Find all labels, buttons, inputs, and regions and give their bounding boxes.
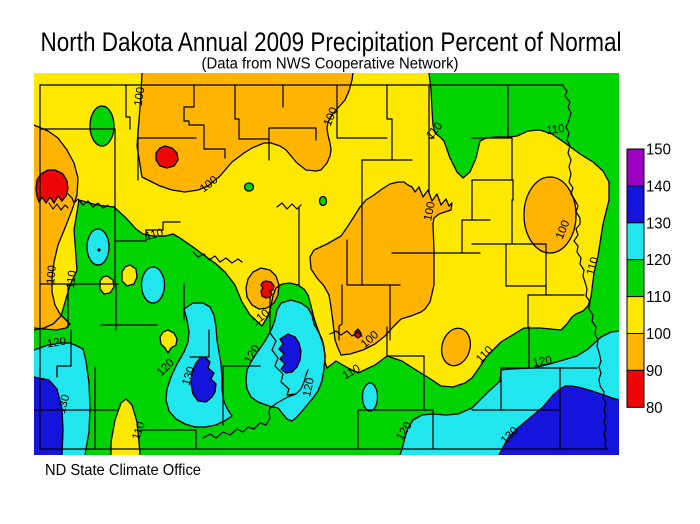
svg-text:110: 110 (130, 420, 148, 441)
svg-text:120: 120 (532, 354, 553, 369)
svg-text:100: 100 (45, 265, 59, 285)
svg-text:90: 90 (646, 363, 663, 380)
svg-text:110: 110 (144, 227, 165, 243)
svg-text:120: 120 (646, 252, 671, 269)
svg-text:110: 110 (646, 289, 671, 306)
svg-text:110: 110 (546, 123, 566, 137)
svg-text:130: 130 (646, 215, 671, 232)
svg-text:130: 130 (180, 365, 197, 387)
svg-text:120: 120 (301, 377, 317, 398)
svg-text:150: 150 (646, 142, 671, 159)
svg-text:100: 100 (646, 326, 671, 343)
svg-text:ND State Climate Office: ND State Climate Office (45, 462, 201, 479)
svg-text:80: 80 (646, 400, 663, 417)
svg-text:100: 100 (422, 201, 438, 222)
svg-text:140: 140 (646, 178, 671, 195)
svg-text:110: 110 (585, 256, 601, 277)
svg-text:(Data from NWS Cooperative Net: (Data from NWS Cooperative Network) (202, 56, 459, 73)
svg-text:100: 100 (133, 86, 148, 107)
svg-text:120: 120 (46, 336, 67, 351)
svg-text:North Dakota Annual 2009 Preci: North Dakota Annual 2009 Precipitation P… (41, 27, 622, 57)
svg-text:130: 130 (56, 393, 73, 415)
svg-text:110: 110 (65, 270, 79, 290)
